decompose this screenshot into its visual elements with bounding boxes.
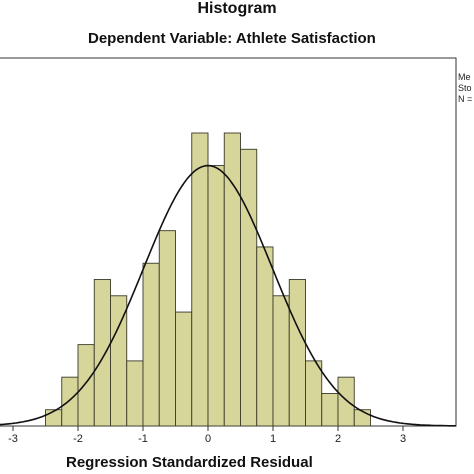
chart-title: Histogram xyxy=(197,0,277,17)
histogram-bar xyxy=(240,148,258,427)
x-axis-label: Regression Standardized Residual xyxy=(66,454,313,471)
histogram-bar xyxy=(61,376,79,427)
histogram-bar xyxy=(207,165,225,427)
x-tick-label: -2 xyxy=(73,433,83,445)
stats-label-std: Sto xyxy=(458,83,472,93)
histogram-bar xyxy=(93,279,111,427)
histogram-bar xyxy=(191,132,209,427)
histogram-bar xyxy=(256,246,274,427)
stats-label-mean: Me xyxy=(458,72,471,82)
x-tick-label: 3 xyxy=(400,433,406,445)
histogram-bar xyxy=(142,262,160,427)
histogram-bar xyxy=(337,376,355,427)
x-tick-label: 1 xyxy=(270,433,276,445)
histogram-bar xyxy=(77,344,95,427)
histogram-bar xyxy=(272,295,290,427)
normal-curve xyxy=(0,164,456,427)
x-tick-label: 2 xyxy=(335,433,341,445)
histogram-bar xyxy=(175,311,193,427)
stats-label-n: N = xyxy=(458,94,473,104)
chart-subtitle: Dependent Variable: Athlete Satisfaction xyxy=(88,30,376,47)
histogram-bar xyxy=(305,360,323,427)
x-tick-label: -1 xyxy=(138,433,148,445)
histogram-bar xyxy=(288,279,306,427)
x-tick-label: 0 xyxy=(205,433,211,445)
histogram-bar xyxy=(321,392,339,427)
histogram-bar xyxy=(126,360,144,427)
histogram-bar xyxy=(158,230,176,427)
x-tick-label: -3 xyxy=(8,433,18,445)
